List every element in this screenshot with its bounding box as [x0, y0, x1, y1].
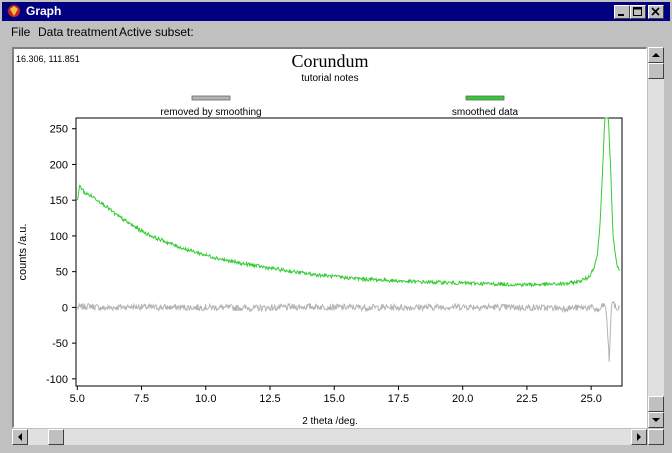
arrow-right-icon: [637, 433, 641, 441]
close-icon: [651, 7, 660, 16]
graph-canvas[interactable]: [12, 47, 647, 428]
vertical-scroll-thumb-lower[interactable]: [648, 396, 664, 412]
vertical-scroll-thumb[interactable]: [648, 63, 664, 79]
close-button[interactable]: [648, 5, 664, 19]
scroll-down-button[interactable]: [648, 412, 664, 428]
title-bar[interactable]: Graph: [2, 2, 670, 21]
window-title: Graph: [26, 4, 62, 18]
menu-data-treatment[interactable]: Data treatment: [38, 25, 118, 39]
minimize-icon: [618, 14, 624, 16]
minimize-button[interactable]: [614, 5, 630, 19]
horizontal-scroll-thumb[interactable]: [48, 429, 64, 445]
app-icon: [8, 5, 20, 17]
arrow-down-icon: [652, 418, 660, 422]
maximize-icon: [633, 7, 642, 16]
menu-active-subset[interactable]: Active subset:: [119, 25, 194, 39]
vertical-scrollbar[interactable]: [648, 47, 664, 428]
arrow-up-icon: [652, 53, 660, 57]
scroll-right-button[interactable]: [631, 429, 647, 445]
arrow-left-icon: [18, 433, 22, 441]
menu-file[interactable]: File: [11, 25, 31, 39]
menu-bar: File Data treatment Active subset:: [2, 22, 670, 42]
size-grip[interactable]: [648, 429, 664, 445]
horizontal-scrollbar[interactable]: [12, 429, 647, 445]
scroll-left-button[interactable]: [12, 429, 28, 445]
scroll-up-button[interactable]: [648, 47, 664, 63]
maximize-button[interactable]: [630, 5, 646, 19]
